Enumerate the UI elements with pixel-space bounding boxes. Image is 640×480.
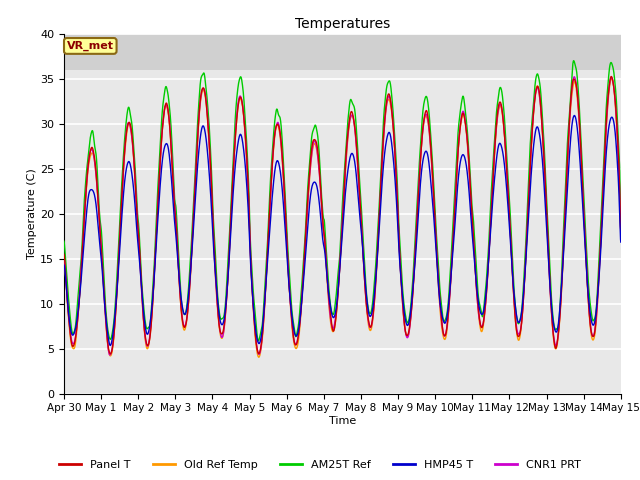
HMP45 T <box>504 208 512 214</box>
Old Ref Temp <box>371 295 379 301</box>
AM25T Ref <box>617 230 625 236</box>
CNR1 PRT <box>584 283 591 289</box>
Old Ref Temp <box>584 281 591 287</box>
HMP45 T <box>107 343 115 348</box>
Old Ref Temp <box>608 76 616 82</box>
Old Ref Temp <box>568 93 575 99</box>
Panel T <box>584 279 591 285</box>
HMP45 T <box>60 262 68 268</box>
CNR1 PRT <box>106 352 114 358</box>
HMP45 T <box>570 113 578 119</box>
Line: Panel T: Panel T <box>64 76 621 354</box>
CNR1 PRT <box>371 293 379 299</box>
Panel T <box>107 351 115 357</box>
HMP45 T <box>568 123 575 129</box>
Panel T <box>504 194 512 200</box>
AM25T Ref <box>255 338 262 344</box>
Panel T <box>60 252 68 257</box>
Bar <box>64 34 621 70</box>
AM25T Ref <box>504 180 512 186</box>
AM25T Ref <box>60 238 68 244</box>
AM25T Ref <box>371 275 379 281</box>
Panel T <box>607 73 615 79</box>
Panel T <box>617 228 625 234</box>
Old Ref Temp <box>216 324 223 330</box>
AM25T Ref <box>570 58 577 63</box>
CNR1 PRT <box>216 324 223 330</box>
Line: Old Ref Temp: Old Ref Temp <box>64 79 621 357</box>
CNR1 PRT <box>504 195 512 201</box>
Text: VR_met: VR_met <box>67 41 114 51</box>
Panel T <box>216 325 223 331</box>
AM25T Ref <box>584 265 591 271</box>
AM25T Ref <box>359 228 367 234</box>
Panel T <box>371 291 379 297</box>
Old Ref Temp <box>60 254 68 260</box>
CNR1 PRT <box>359 242 367 248</box>
CNR1 PRT <box>60 255 68 261</box>
Line: HMP45 T: HMP45 T <box>64 116 621 346</box>
HMP45 T <box>584 283 591 288</box>
Panel T <box>568 85 575 91</box>
X-axis label: Time: Time <box>329 416 356 426</box>
Old Ref Temp <box>359 243 367 249</box>
Legend: Panel T, Old Ref Temp, AM25T Ref, HMP45 T, CNR1 PRT: Panel T, Old Ref Temp, AM25T Ref, HMP45 … <box>54 456 586 474</box>
Line: AM25T Ref: AM25T Ref <box>64 60 621 341</box>
CNR1 PRT <box>570 74 578 80</box>
CNR1 PRT <box>617 229 625 235</box>
Panel T <box>359 244 367 250</box>
Title: Temperatures: Temperatures <box>295 17 390 31</box>
Old Ref Temp <box>255 354 262 360</box>
Old Ref Temp <box>617 229 625 235</box>
Old Ref Temp <box>504 194 512 200</box>
AM25T Ref <box>216 309 223 315</box>
Y-axis label: Temperature (C): Temperature (C) <box>28 168 37 259</box>
HMP45 T <box>359 245 367 251</box>
CNR1 PRT <box>568 87 575 93</box>
AM25T Ref <box>568 75 575 81</box>
Line: CNR1 PRT: CNR1 PRT <box>64 77 621 355</box>
HMP45 T <box>371 287 379 293</box>
HMP45 T <box>216 314 223 320</box>
HMP45 T <box>617 239 625 245</box>
